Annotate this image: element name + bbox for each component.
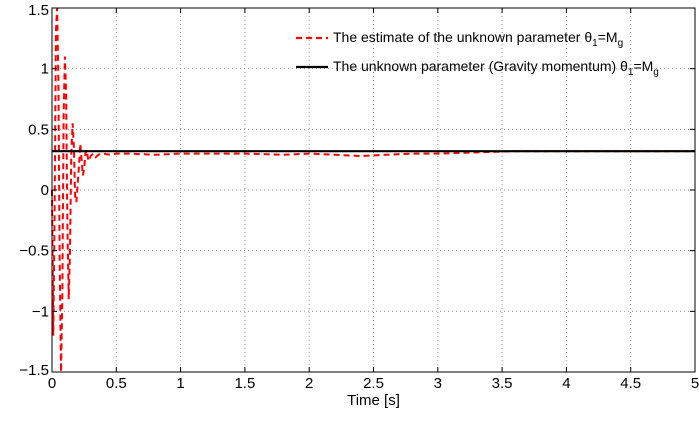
x-tick-label: 4.5 bbox=[620, 375, 641, 392]
x-tick-label: 5 bbox=[691, 375, 699, 392]
y-tick-label: −1.5 bbox=[19, 362, 49, 379]
legend-entry-label: The unknown parameter (Gravity momentum)… bbox=[333, 58, 659, 78]
legend-entry-label: The estimate of the unknown parameter θ1… bbox=[333, 29, 623, 49]
x-tick-label: 2.5 bbox=[363, 375, 384, 392]
x-tick-label: 2 bbox=[305, 375, 313, 392]
estimate-series-line bbox=[51, 7, 695, 373]
x-tick-label: 1 bbox=[176, 375, 184, 392]
y-tick-label: −0.5 bbox=[19, 243, 49, 260]
x-axis-label: Time [s] bbox=[347, 392, 400, 409]
tick-labels: 0 0.5 1 1.5 2 2.5 3 3.5 4 4.5 5 −1.5 −1 −0.5 0 0.5 1 1.5 bbox=[19, 2, 699, 392]
x-tick-label: 1.5 bbox=[234, 375, 255, 392]
y-tick-label: 0.5 bbox=[28, 121, 49, 138]
x-tick-label: 4 bbox=[562, 375, 570, 392]
x-tick-label: 0.5 bbox=[106, 375, 127, 392]
legend: The estimate of the unknown parameter θ1… bbox=[296, 29, 659, 78]
y-tick-label: 1.5 bbox=[28, 2, 49, 19]
ticks bbox=[51, 7, 696, 373]
series-layer bbox=[51, 7, 695, 373]
grid bbox=[52, 8, 695, 372]
y-tick-label: −1 bbox=[32, 303, 49, 320]
y-tick-label: 0 bbox=[41, 182, 49, 199]
x-tick-label: 3.5 bbox=[492, 375, 513, 392]
x-tick-label: 3 bbox=[434, 375, 442, 392]
y-tick-label: 1 bbox=[41, 61, 49, 78]
x-tick-label: 0 bbox=[48, 375, 56, 392]
